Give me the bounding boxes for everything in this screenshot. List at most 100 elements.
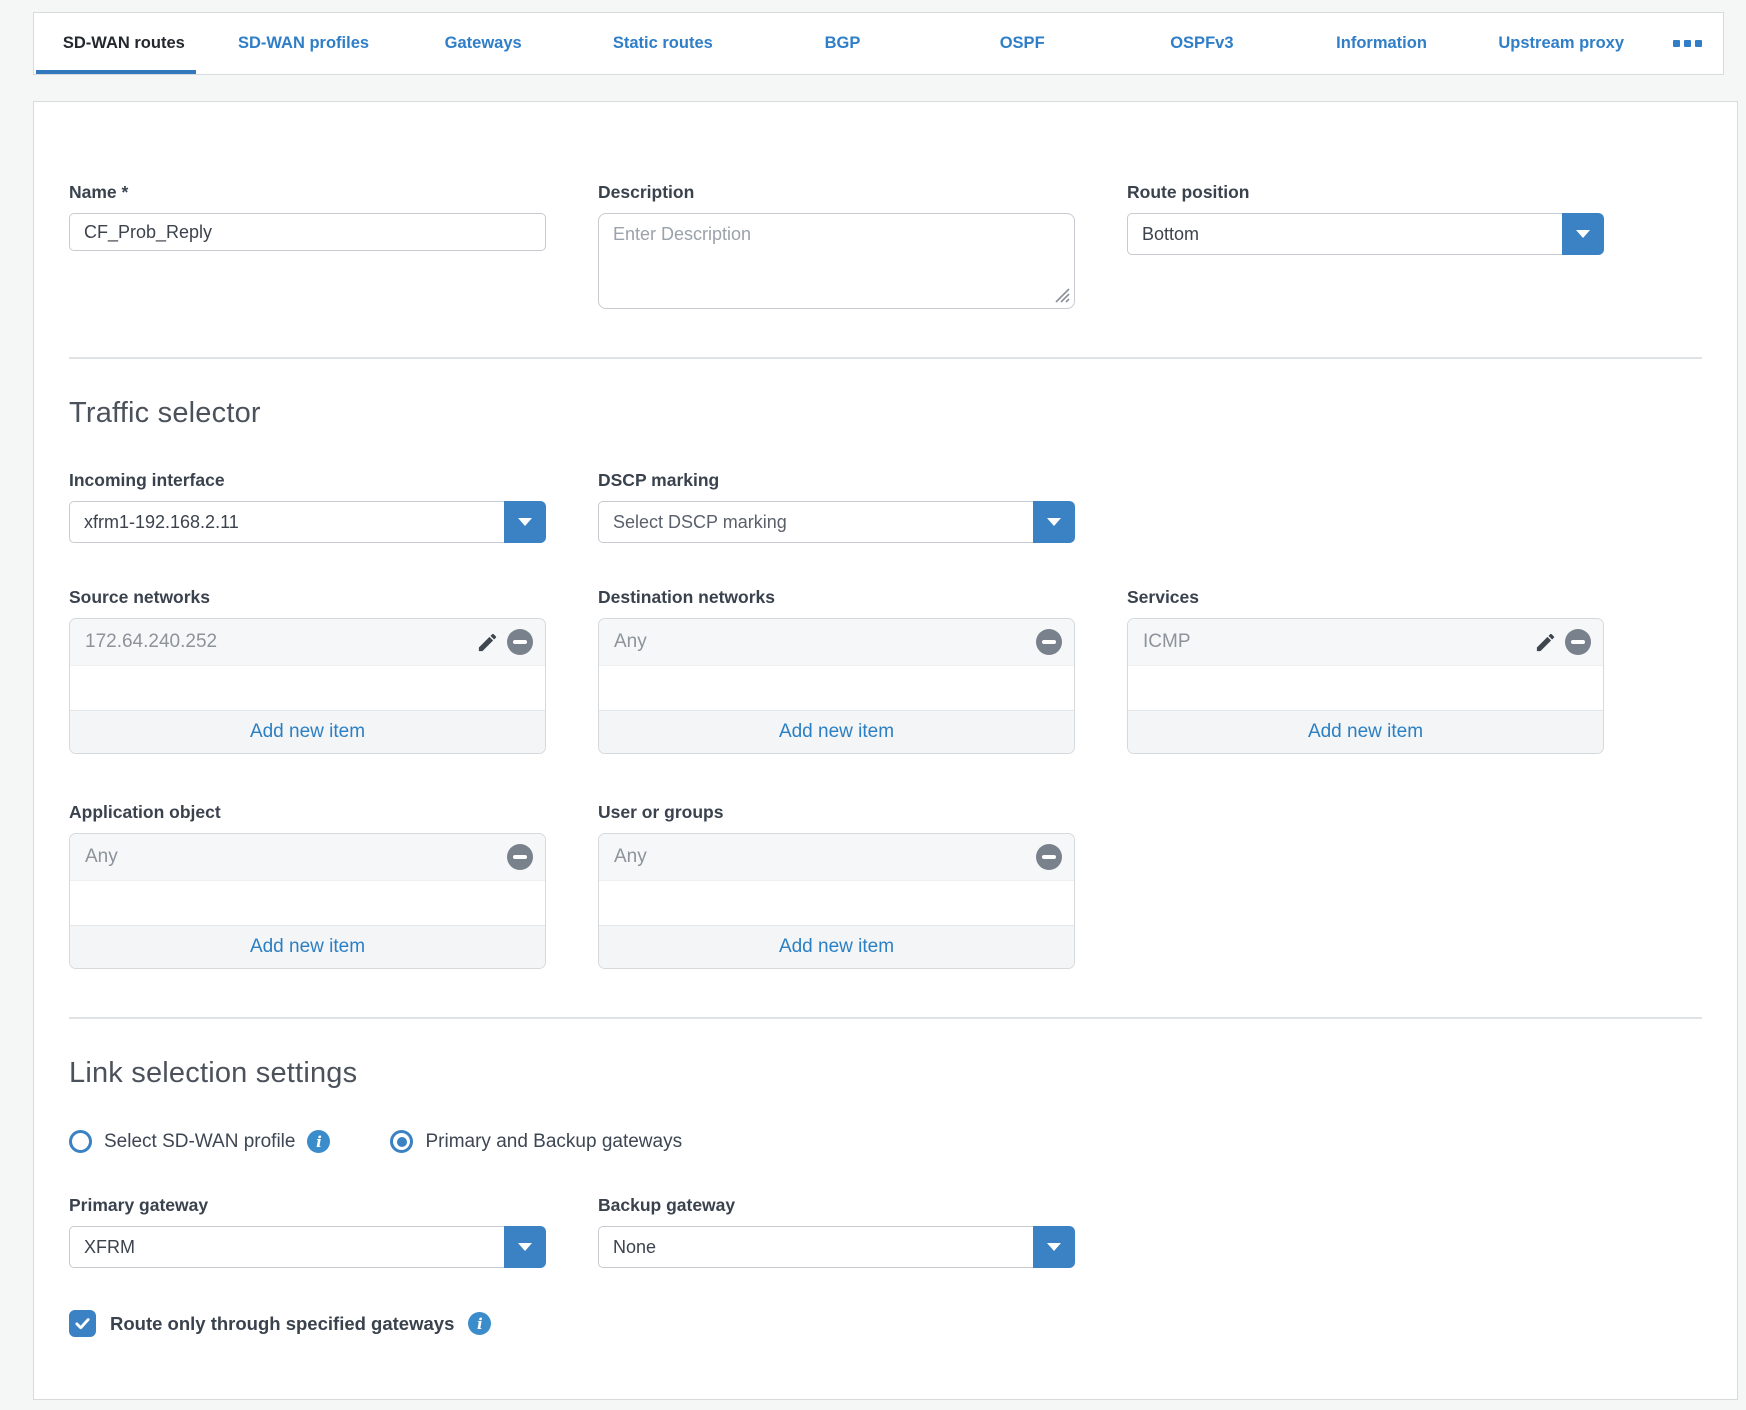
tab-gateways[interactable]: Gateways [444,34,522,52]
application-object-label: Application object [69,802,221,822]
primary-gateway-dropdown[interactable]: XFRM [69,1226,546,1268]
info-icon[interactable]: i [307,1130,331,1153]
description-field-group: Description [598,182,1075,309]
services-listbox: ICMP Add new item [1127,618,1604,754]
user-or-groups-group: User or groups Any Add new item [598,802,1075,969]
list-item: 172.64.240.252 [70,619,545,666]
sdwan-route-form-panel: Name * Description Route position Bottom [33,101,1738,1400]
source-networks-group: Source networks 172.64.240.252 Add new i… [69,587,546,754]
name-field-group: Name * [69,182,546,309]
chevron-down-icon [1047,518,1061,526]
list-item-value: ICMP [1143,631,1191,652]
remove-minus-icon[interactable] [1036,629,1062,655]
backup-gateway-dropdown-button[interactable] [1033,1226,1075,1268]
add-new-item-button[interactable]: Add new item [599,710,1074,753]
add-new-item-button[interactable]: Add new item [70,925,545,968]
traffic-dropdown-row: Incoming interface xfrm1-192.168.2.11 DS… [69,470,1702,543]
application-object-listbox: Any Add new item [69,833,546,969]
route-only-checkbox-label: Route only through specified gateways [110,1312,455,1334]
remove-minus-icon[interactable] [1565,629,1591,655]
route-position-field-group: Route position Bottom [1127,182,1604,309]
source-networks-listbox: 172.64.240.252 Add new item [69,618,546,754]
route-position-label: Route position [1127,182,1250,202]
list-item: Any [599,619,1074,666]
list-item-value: Any [85,846,118,867]
user-or-groups-listbox: Any Add new item [598,833,1075,969]
general-fields-row: Name * Description Route position Bottom [69,182,1702,309]
link-selection-radio-row: Select SD-WAN profile i Primary and Back… [69,1130,1702,1153]
route-position-dropdown[interactable]: Bottom [1127,213,1604,255]
radio-checked-icon[interactable] [390,1130,414,1153]
user-or-groups-label: User or groups [598,802,724,822]
destination-networks-group: Destination networks Any Add new item [598,587,1075,754]
services-group: Services ICMP Add new item [1127,587,1604,754]
add-new-item-button[interactable]: Add new item [1128,710,1603,753]
section-divider [69,357,1702,359]
list-item-value: Any [614,631,647,652]
description-label: Description [598,182,695,202]
dscp-marking-group: DSCP marking Select DSCP marking [598,470,1075,543]
chevron-down-icon [1576,230,1590,238]
route-position-value: Bottom [1142,223,1200,244]
tab-ospf[interactable]: OSPF [999,34,1045,52]
chevron-down-icon [518,1243,532,1251]
tab-static-routes[interactable]: Static routes [612,34,713,52]
dscp-marking-value: Select DSCP marking [613,511,787,532]
application-object-group: Application object Any Add new item [69,802,546,969]
tab-information[interactable]: Information [1336,34,1427,52]
source-networks-label: Source networks [69,587,211,607]
primary-gateway-dropdown-button[interactable] [504,1226,546,1268]
description-textarea[interactable] [598,213,1075,309]
networks-services-row: Source networks 172.64.240.252 Add new i… [69,587,1702,754]
link-selection-title: Link selection settings [69,1057,358,1089]
edit-pencil-icon[interactable] [476,631,499,654]
list-item: Any [70,834,545,881]
radio-select-sdwan-profile[interactable]: Select SD-WAN profile i [69,1130,331,1153]
app-users-row: Application object Any Add new item User… [69,802,1702,969]
chevron-down-icon [1047,1243,1061,1251]
primary-gateway-group: Primary gateway XFRM [69,1195,546,1268]
edit-pencil-icon[interactable] [1534,631,1557,654]
backup-gateway-group: Backup gateway None [598,1195,1075,1268]
list-empty-area [70,666,545,710]
incoming-interface-value: xfrm1-192.168.2.11 [84,511,239,532]
destination-networks-listbox: Any Add new item [598,618,1075,754]
tab-sdwan-profiles[interactable]: SD-WAN profiles [237,34,370,52]
backup-gateway-value: None [613,1236,657,1257]
add-new-item-button[interactable]: Add new item [599,925,1074,968]
name-input[interactable] [69,213,546,251]
tab-sdwan-routes[interactable]: SD-WAN routes [34,13,214,74]
info-icon[interactable]: i [468,1312,492,1335]
chevron-down-icon [518,518,532,526]
list-item: Any [599,834,1074,881]
more-tabs-ellipsis-icon[interactable] [1651,13,1723,74]
list-empty-area [599,881,1074,925]
dscp-marking-label: DSCP marking [598,470,720,490]
section-divider [69,1017,1702,1019]
remove-minus-icon[interactable] [507,844,533,870]
services-label: Services [1127,587,1200,607]
name-label: Name * [69,182,129,202]
list-item-value: Any [614,846,647,867]
primary-gateway-label: Primary gateway [69,1195,209,1215]
dscp-marking-dropdown[interactable]: Select DSCP marking [598,501,1075,543]
tab-upstream-proxy[interactable]: Upstream proxy [1498,34,1625,52]
list-item: ICMP [1128,619,1603,666]
incoming-interface-dropdown[interactable]: xfrm1-192.168.2.11 [69,501,546,543]
radio-primary-backup-gateways[interactable]: Primary and Backup gateways [390,1130,682,1153]
checkbox-checked-icon[interactable] [69,1310,96,1337]
list-empty-area [70,881,545,925]
route-position-dropdown-button[interactable] [1562,213,1604,255]
add-new-item-button[interactable]: Add new item [70,710,545,753]
tab-bar: SD-WAN routes SD-WAN profiles Gateways S… [33,12,1724,75]
tab-ospfv3[interactable]: OSPFv3 [1170,34,1234,52]
incoming-interface-dropdown-button[interactable] [504,501,546,543]
backup-gateway-dropdown[interactable]: None [598,1226,1075,1268]
radio-unchecked-icon[interactable] [69,1130,92,1153]
tab-bgp[interactable]: BGP [824,34,861,52]
primary-gateway-value: XFRM [84,1236,135,1257]
dscp-marking-dropdown-button[interactable] [1033,501,1075,543]
remove-minus-icon[interactable] [507,629,533,655]
destination-networks-label: Destination networks [598,587,775,607]
remove-minus-icon[interactable] [1036,844,1062,870]
